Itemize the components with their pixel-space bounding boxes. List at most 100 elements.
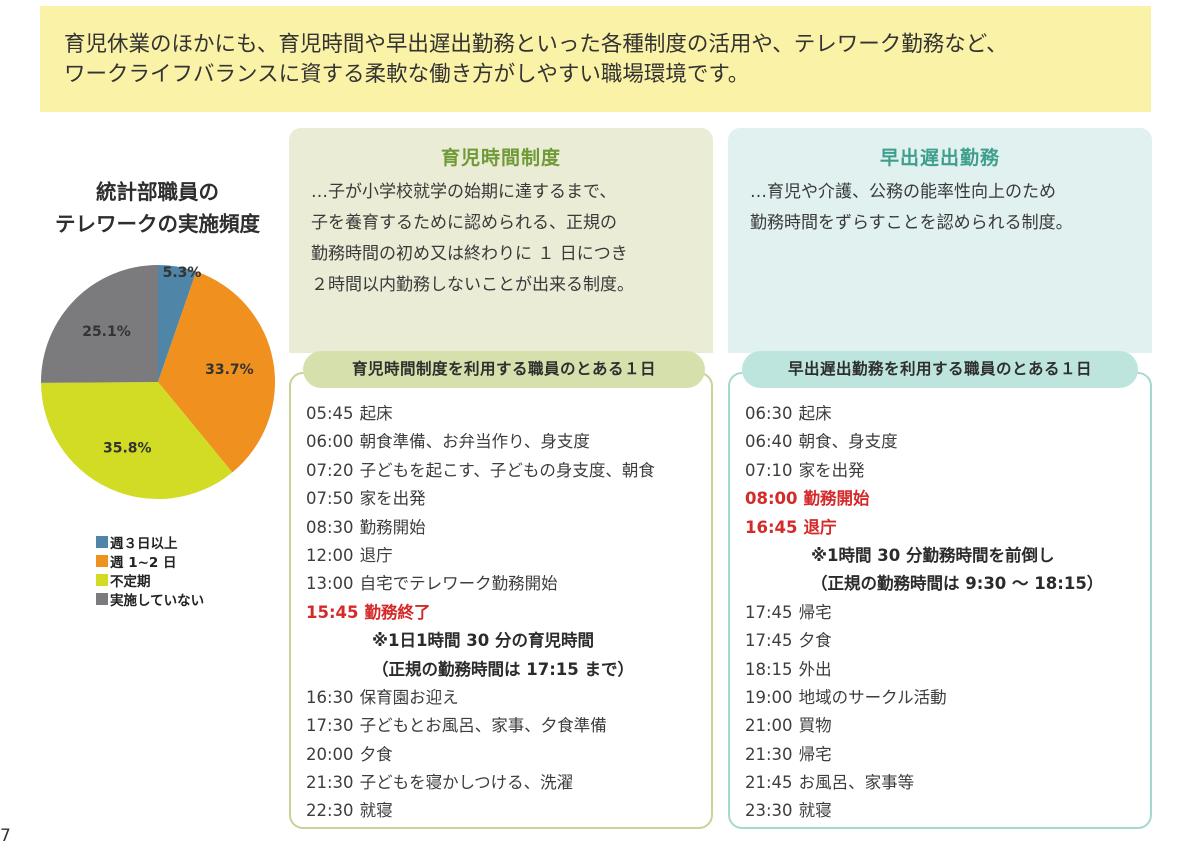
schedule-activity: 朝食、身支度 xyxy=(798,432,898,452)
legend-swatch xyxy=(96,573,108,586)
schedule-row: 21:30 帰宅 xyxy=(745,741,1103,769)
legend-label: 週３日以上 xyxy=(110,535,178,552)
schedule-row: 05:45 起床 xyxy=(306,400,655,428)
schedule-note: ※1時間 30 分勤務時間を前倒し xyxy=(745,542,1103,570)
schedule-time: 21:45 xyxy=(745,773,793,793)
legend-swatch xyxy=(96,554,108,567)
schedule-row: 12:00 退庁 xyxy=(306,542,655,570)
schedule-row: 17:30 子どもとお風呂、家事、夕食準備 xyxy=(306,712,655,740)
schedule-row: 06:00 朝食準備、お弁当作り、身支度 xyxy=(306,428,655,456)
page-number: 7 xyxy=(0,826,11,846)
legend-swatch xyxy=(96,535,108,548)
pie-slice xyxy=(158,265,197,382)
pie-slice xyxy=(158,271,276,473)
schedule-row: 22:30 就寝 xyxy=(306,797,655,825)
schedule-time: 06:30 xyxy=(745,404,793,423)
schedule-activity: 朝食準備、お弁当作り、身支度 xyxy=(359,432,590,452)
schedule-row: 06:30 起床 xyxy=(745,400,1103,428)
staggered-schedule-list: 06:30 起床 06:40 朝食、身支度 07:10 家を出発 08:00 勤務開始 16:4… xyxy=(745,400,1103,826)
childcare-desc-line: 子を養育するために認められる、正規の xyxy=(311,213,617,233)
schedule-time: 08:00 xyxy=(745,489,798,509)
schedule-time: 19:00 xyxy=(745,687,793,707)
schedule-activity: 退庁 xyxy=(359,545,393,565)
legend-label: 不定期 xyxy=(110,573,151,590)
schedule-time: 07:10 xyxy=(745,460,793,480)
schedule-time: 17:45 xyxy=(745,602,793,622)
childcare-schedule-label: 育児時間制度を利用する職員のとある１日 xyxy=(303,351,705,388)
schedule-activity: 就寝 xyxy=(359,801,393,821)
schedule-activity: ※1日1時間 30 分の育児時間 xyxy=(372,631,594,651)
pie-slice xyxy=(41,265,158,383)
schedule-row: 16:45 退庁 xyxy=(745,514,1103,542)
schedule-activity: お風呂、家事等 xyxy=(798,773,915,793)
schedule-row: 16:30 保育園お迎え xyxy=(306,684,655,712)
pie-title-line-1: 統計部職員の xyxy=(96,180,219,204)
schedule-activity: 起床 xyxy=(359,404,393,423)
childcare-time-heading: 育児時間制度 xyxy=(440,147,561,169)
childcare-schedule-list: 05:45 起床 06:00 朝食準備、お弁当作り、身支度 07:20 子どもを起こす、子… xyxy=(306,400,655,826)
staggered-hours-heading: 早出遅出勤務 xyxy=(879,147,1000,169)
schedule-row: 21:45 お風呂、家事等 xyxy=(745,769,1103,797)
schedule-time: 06:40 xyxy=(745,432,793,452)
schedule-activity: 子どもを起こす、子どもの身支度、朝食 xyxy=(359,460,655,480)
pie-chart-title: 統計部職員の テレワークの実施頻度 xyxy=(40,176,275,240)
legend-item: 週３日以上 xyxy=(96,532,204,552)
schedule-time: 08:30 xyxy=(306,517,354,537)
pie-slice-label: 33.7% xyxy=(205,362,254,378)
legend-label: 週 1~2 日 xyxy=(110,554,177,571)
schedule-time: 13:00 xyxy=(306,574,354,594)
schedule-time: 23:30 xyxy=(745,801,793,821)
schedule-note: （正規の勤務時間は 17:15 まで） xyxy=(306,656,655,684)
pie-slice-label: 5.3% xyxy=(163,265,202,281)
schedule-row: 08:00 勤務開始 xyxy=(745,485,1103,513)
schedule-time: 12:00 xyxy=(306,545,354,565)
schedule-row: 06:40 朝食、身支度 xyxy=(745,428,1103,456)
schedule-row: 17:45 夕食 xyxy=(745,627,1103,655)
childcare-time-description: …子が小学校就学の始期に達するまで、 子を養育するために認められる、正規の 勤務時間… xyxy=(311,177,634,301)
schedule-activity: 退庁 xyxy=(803,517,837,537)
legend-swatch xyxy=(96,592,108,605)
schedule-time: 17:45 xyxy=(745,631,793,651)
schedule-row: 21:30 子どもを寝かしつける、洗濯 xyxy=(306,769,655,797)
schedule-activity: （正規の勤務時間は 17:15 まで） xyxy=(372,659,635,679)
schedule-activity: 子どもとお風呂、家事、夕食準備 xyxy=(359,716,607,736)
intro-line-1: 育児休業のほかにも、育児時間や早出遅出勤務といった各種制度の活用や、テレワーク勤… xyxy=(64,32,1008,57)
schedule-time: 17:30 xyxy=(306,716,354,736)
staggered-hours-description: …育児や介護、公務の能率性向上のため 勤務時間をずらすことを認められる制度。 xyxy=(750,177,1073,239)
schedule-note: （正規の勤務時間は 9:30 ～ 18:15） xyxy=(745,570,1103,598)
schedule-time: 20:00 xyxy=(306,744,354,764)
schedule-activity: 自宅でテレワーク勤務開始 xyxy=(359,574,558,594)
schedule-row: 07:20 子どもを起こす、子どもの身支度、朝食 xyxy=(306,457,655,485)
schedule-activity: 勤務開始 xyxy=(803,489,870,509)
schedule-time: 06:00 xyxy=(306,432,354,452)
schedule-activity: （正規の勤務時間は 9:30 ～ 18:15） xyxy=(811,574,1104,594)
schedule-time: 21:00 xyxy=(745,716,793,736)
schedule-activity: 帰宅 xyxy=(798,744,832,764)
telework-frequency-pie-chart: 5.3% 33.7% 35.8% 25.1% xyxy=(41,265,276,499)
childcare-desc-line: 勤務時間の初め又は終わりに １ 日につき xyxy=(311,244,628,264)
schedule-row: 07:10 家を出発 xyxy=(745,457,1103,485)
schedule-activity: 就寝 xyxy=(798,801,832,821)
schedule-time: 16:45 xyxy=(745,517,798,537)
pie-legend: 週３日以上週 1~2 日不定期 実施していない xyxy=(96,532,204,609)
schedule-activity: 子どもを寝かしつける、洗濯 xyxy=(359,773,574,793)
schedule-activity: 起床 xyxy=(798,404,832,423)
schedule-note: ※1日1時間 30 分の育児時間 xyxy=(306,627,655,655)
schedule-row: 20:00 夕食 xyxy=(306,741,655,769)
schedule-activity: 地域のサークル活動 xyxy=(798,687,947,707)
legend-item: 実施していない xyxy=(96,589,204,609)
schedule-row: 19:00 地域のサークル活動 xyxy=(745,684,1103,712)
childcare-time-panel: 育児時間制度 …子が小学校就学の始期に達するまで、 子を養育するために認められる、… xyxy=(289,128,713,353)
schedule-row: 21:00 買物 xyxy=(745,712,1103,740)
schedule-row: 23:30 就寝 xyxy=(745,797,1103,825)
schedule-row: 18:15 外出 xyxy=(745,656,1103,684)
schedule-activity: 夕食 xyxy=(359,744,393,764)
intro-banner: 育児休業のほかにも、育児時間や早出遅出勤務といった各種制度の活用や、テレワーク勤… xyxy=(40,6,1151,112)
schedule-activity: 家を出発 xyxy=(798,460,865,480)
schedule-time: 07:50 xyxy=(306,489,354,509)
schedule-row: 13:00 自宅でテレワーク勤務開始 xyxy=(306,570,655,598)
schedule-activity: 勤務開始 xyxy=(359,517,426,537)
pie-slice-label: 35.8% xyxy=(103,441,152,457)
schedule-time: 16:30 xyxy=(306,687,354,707)
schedule-time: 07:20 xyxy=(306,460,354,480)
